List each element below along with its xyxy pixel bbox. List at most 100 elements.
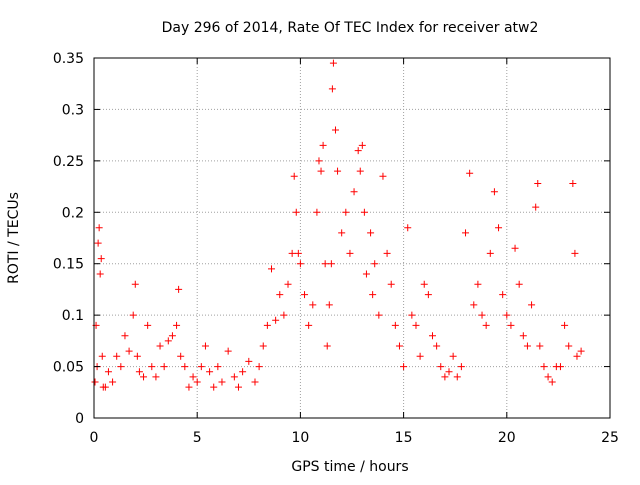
data-point (148, 363, 156, 371)
data-point (433, 342, 441, 350)
y-tick-label: 0.1 (62, 308, 84, 324)
data-point (503, 311, 511, 319)
plot-frame (93, 57, 611, 419)
data-point (457, 363, 465, 371)
data-point (356, 167, 364, 175)
data-point (97, 255, 105, 263)
data-point (441, 373, 449, 381)
data-point (156, 342, 164, 350)
data-point (428, 332, 436, 340)
data-point (214, 363, 222, 371)
data-point (189, 373, 197, 381)
data-point (437, 363, 445, 371)
data-point (565, 342, 573, 350)
data-point (177, 352, 185, 360)
data-point (400, 363, 408, 371)
data-point (121, 332, 129, 340)
grid-lines (94, 58, 610, 418)
data-point (263, 321, 271, 329)
data-point (315, 157, 323, 165)
data-point (245, 357, 253, 365)
data-point (98, 352, 106, 360)
data-point (358, 141, 366, 149)
data-points (91, 59, 585, 391)
data-point (556, 363, 564, 371)
data-point (91, 378, 99, 386)
data-point (569, 179, 577, 187)
data-point (276, 291, 284, 299)
data-point (540, 363, 548, 371)
data-point (328, 85, 336, 93)
data-point (383, 249, 391, 257)
data-point (284, 280, 292, 288)
data-point (371, 260, 379, 268)
data-point (280, 311, 288, 319)
data-point (239, 368, 247, 376)
data-point (197, 363, 205, 371)
data-point (327, 260, 335, 268)
data-point (325, 301, 333, 309)
data-point (140, 373, 148, 381)
data-point (420, 280, 428, 288)
data-point (379, 172, 387, 180)
data-point (259, 342, 267, 350)
data-point (101, 383, 109, 391)
data-point (395, 342, 403, 350)
data-point (416, 352, 424, 360)
data-point (109, 378, 117, 386)
data-point (544, 373, 552, 381)
data-point (408, 311, 416, 319)
x-tick-label: 20 (498, 430, 516, 446)
data-point (534, 179, 542, 187)
data-point (206, 368, 214, 376)
data-point (96, 270, 104, 278)
chart-title: Day 296 of 2014, Rate Of TEC Index for r… (162, 20, 539, 36)
data-point (515, 280, 523, 288)
data-point (255, 363, 263, 371)
y-tick-label: 0.3 (62, 102, 84, 118)
data-point (292, 208, 300, 216)
data-point (338, 229, 346, 237)
data-point (424, 291, 432, 299)
data-point (104, 368, 112, 376)
data-point (519, 332, 527, 340)
x-axis-title: GPS time / hours (291, 459, 408, 475)
data-point (168, 332, 176, 340)
data-point (354, 147, 362, 155)
data-point (135, 368, 143, 376)
data-point (536, 342, 544, 350)
data-point (268, 265, 276, 273)
data-point (445, 368, 453, 376)
data-point (125, 347, 133, 355)
data-point (117, 363, 125, 371)
data-point (313, 208, 321, 216)
data-point (375, 311, 383, 319)
data-point (478, 311, 486, 319)
data-point (301, 291, 309, 299)
data-point (369, 291, 377, 299)
data-point (490, 188, 498, 196)
data-point (234, 383, 242, 391)
data-point (323, 342, 331, 350)
data-point (548, 378, 556, 386)
data-point (305, 321, 313, 329)
data-point (144, 321, 152, 329)
data-point (164, 337, 172, 345)
data-point (160, 363, 168, 371)
data-point (94, 239, 102, 247)
data-point (288, 249, 296, 257)
data-point (129, 311, 137, 319)
y-axis-title: ROTI / TECUs (6, 192, 22, 284)
data-point (321, 260, 329, 268)
y-tick-label: 0.35 (53, 51, 84, 67)
data-point (133, 352, 141, 360)
data-point (462, 229, 470, 237)
data-point (482, 321, 490, 329)
data-point (296, 260, 304, 268)
data-point (571, 249, 579, 257)
y-tick-label: 0 (75, 411, 84, 427)
y-tick-label: 0.2 (62, 205, 84, 221)
data-point (173, 321, 181, 329)
data-point (201, 342, 209, 350)
